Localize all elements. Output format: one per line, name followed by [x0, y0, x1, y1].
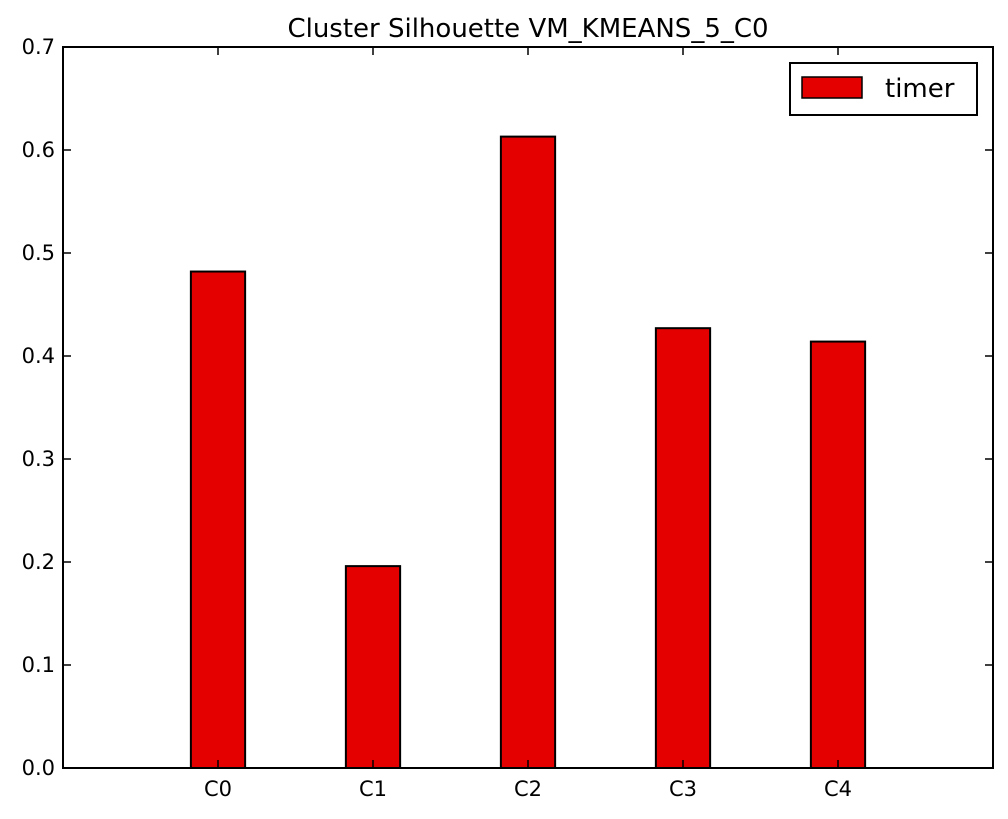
y-tick-label: 0.4 — [22, 344, 55, 368]
x-tick-label-c0: C0 — [204, 777, 232, 801]
y-tick-label: 0.3 — [22, 447, 55, 471]
y-tick-label: 0.1 — [22, 653, 55, 677]
bar-c2 — [499, 135, 557, 770]
legend: timer — [789, 62, 978, 116]
y-tick-label: 0.7 — [22, 35, 55, 59]
legend-swatch — [801, 76, 863, 99]
y-tick-label: 0.0 — [22, 756, 55, 780]
x-tick-label-c2: C2 — [514, 777, 542, 801]
bar-c4 — [809, 340, 867, 769]
ticks-layer: 0.0 0.1 0.2 0.3 0.4 0.5 0.6 0.7 C0 C1 C2 C3 C4 — [22, 35, 993, 801]
x-tick-label-c4: C4 — [824, 777, 852, 801]
chart-title: Cluster Silhouette VM_KMEANS_5_C0 — [287, 14, 768, 44]
x-tick-label-c1: C1 — [359, 777, 387, 801]
bar-c3 — [654, 327, 712, 769]
bars-layer — [189, 135, 867, 770]
y-tick-label: 0.6 — [22, 138, 55, 162]
bar-c1 — [344, 565, 402, 769]
y-tick-label: 0.2 — [22, 550, 55, 574]
x-tick-label-c3: C3 — [669, 777, 697, 801]
bar-c0 — [189, 270, 247, 769]
legend-label: timer — [885, 74, 955, 104]
y-tick-label: 0.5 — [22, 241, 55, 265]
